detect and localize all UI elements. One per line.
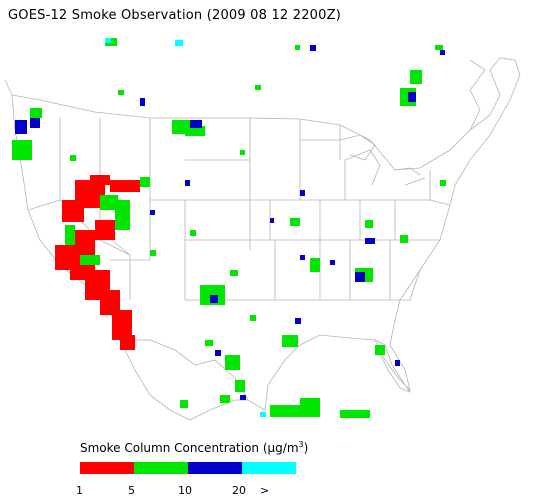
- legend-swatch-10-20: [188, 462, 242, 474]
- florida: [374, 339, 412, 393]
- map-title: GOES-12 Smoke Observation (2009 08 12 22…: [8, 8, 341, 23]
- smoke-layer: [12, 38, 446, 418]
- state-lines: [27, 118, 451, 301]
- boundary-lines: [4, 57, 521, 421]
- legend-title-prefix: Smoke Column Concentration (: [80, 441, 268, 455]
- legend-unit: g/m: [275, 441, 299, 455]
- legend-swatch-5-10: [134, 462, 188, 474]
- legend-swatch-1-5: [80, 462, 134, 474]
- legend-tick-5: 5: [128, 484, 135, 497]
- legend-mu: μ: [267, 441, 276, 455]
- smoke-cyan: [105, 38, 266, 417]
- great-lakes: [339, 134, 426, 186]
- canada-border: [4, 59, 486, 131]
- legend-tick-20: 20: [232, 484, 246, 497]
- legend-swatch-20-plus: [242, 462, 296, 474]
- legend-unit-superscript: 3: [298, 440, 304, 449]
- us-outline: [11, 57, 521, 411]
- legend-tick-10: 10: [178, 484, 192, 497]
- legend-color-bar: [80, 462, 296, 474]
- legend-title: Smoke Column Concentration (μg/m3): [80, 440, 308, 455]
- legend-tick-greater: >: [260, 484, 270, 497]
- smoke-blue: [15, 45, 445, 400]
- legend-title-suffix: ): [303, 441, 309, 455]
- smoke-green: [12, 38, 446, 418]
- legend-tick-1: 1: [76, 484, 83, 497]
